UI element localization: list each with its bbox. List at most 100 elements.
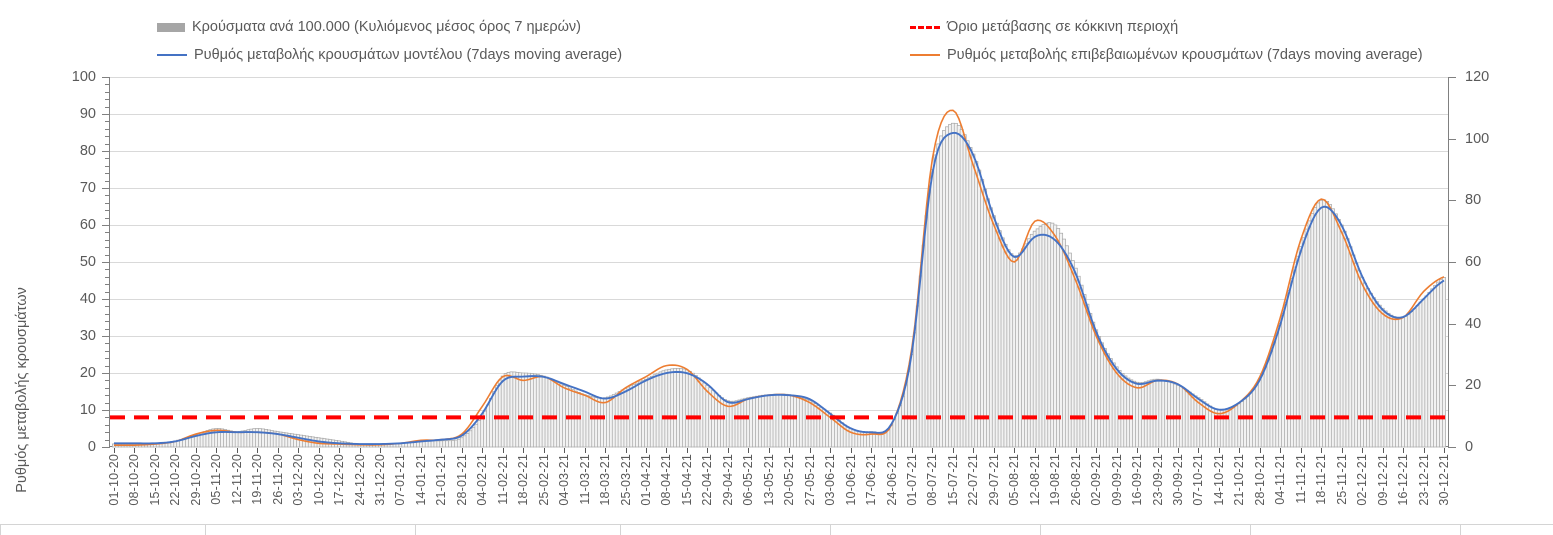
legend-item-model-rate[interactable]: Ρυθμός μεταβολής κρουσμάτων μοντέλου (7d…	[157, 48, 622, 63]
y-axis-tick-mark	[105, 128, 109, 130]
gridline	[110, 262, 1448, 263]
y-axis-tick-mark	[102, 299, 109, 300]
y-axis-tick-mark	[105, 239, 109, 241]
x-axis-tick-mark	[441, 448, 443, 453]
y-axis-tick-mark	[105, 350, 109, 352]
sheet-column-divider	[830, 524, 831, 535]
bar	[1442, 277, 1446, 448]
y-axis-left: 0 10 20 30 40 50 60 70 80 90 100	[0, 60, 110, 460]
gridline	[110, 114, 1448, 115]
x-axis-tick-label: 08-04-21	[659, 454, 674, 506]
x-axis-tick-mark	[871, 448, 873, 453]
x-axis-tick-mark	[830, 448, 832, 453]
y-axis-right-tick-label: 100	[1465, 130, 1490, 147]
x-axis-tick-label: 03-12-20	[291, 454, 306, 506]
x-axis-tick-label: 01-10-20	[107, 454, 121, 506]
x-axis-tick-mark	[850, 448, 852, 453]
y-axis-tick-mark	[105, 91, 109, 93]
x-axis-tick-label: 28-10-21	[1252, 454, 1267, 506]
y-axis-tick-mark	[105, 276, 109, 278]
x-axis-tick-label: 31-12-20	[373, 454, 387, 506]
y-axis-right-tick-mark	[1449, 138, 1456, 140]
x-axis-tick-mark	[1075, 448, 1077, 453]
x-axis-tick-mark	[891, 448, 893, 453]
gridline	[110, 151, 1448, 152]
line-icon	[910, 54, 940, 57]
y-axis-tick-mark	[105, 210, 109, 212]
x-axis-tick-mark	[298, 448, 300, 453]
y-axis-tick-mark	[105, 395, 109, 397]
y-axis-tick-label: 10	[79, 402, 96, 418]
y-axis-tick-label: 60	[79, 217, 96, 233]
gridline	[110, 373, 1448, 374]
x-axis-tick-label: 16-09-21	[1130, 454, 1145, 506]
legend-label: Κρούσματα ανά 100.000 (Κυλιόμενος μέσος …	[192, 19, 582, 35]
x-axis-tick-mark	[359, 448, 361, 453]
y-axis-right-tick-label: 40	[1465, 315, 1482, 332]
y-axis-tick-mark	[105, 343, 109, 345]
x-axis-tick-label: 01-04-21	[639, 454, 653, 506]
y-axis-tick-mark	[105, 306, 109, 308]
x-axis-tick-mark	[1157, 448, 1159, 453]
x-axis-tick-mark	[502, 448, 504, 453]
y-axis-tick-mark	[105, 269, 109, 271]
bar-swatch-icon	[157, 22, 185, 32]
legend-item-red-zone-threshold[interactable]: Όριο μετάβασης σε κόκκινη περιοχή	[910, 20, 1178, 35]
x-axis-tick-label: 18-03-21	[598, 454, 613, 506]
x-axis-tick-mark	[727, 448, 729, 453]
x-axis-tick-mark	[1423, 448, 1425, 453]
x-axis-tick-mark	[666, 448, 668, 453]
x-axis-tick-mark	[1300, 448, 1302, 453]
x-axis-tick-label: 05-11-20	[209, 454, 224, 505]
x-axis-tick-mark	[605, 448, 607, 453]
x-axis-tick-label: 11-11-21	[1293, 454, 1308, 504]
x-axis-tick-mark	[1362, 448, 1364, 453]
series-layer	[110, 109, 1448, 448]
x-axis-tick-label: 11-02-21	[495, 454, 510, 505]
y-axis-tick-label: 20	[79, 365, 96, 381]
y-axis-tick-mark	[105, 380, 109, 382]
x-axis-tick-label: 02-09-21	[1089, 454, 1104, 506]
x-axis-tick-mark	[809, 448, 811, 453]
x-axis-tick-label: 10-12-20	[311, 454, 326, 506]
x-axis-tick-label: 05-08-21	[1007, 454, 1022, 506]
x-axis-tick-label: 09-09-21	[1109, 454, 1124, 506]
x-axis-tick-mark	[277, 448, 279, 453]
x-axis-tick-label: 14-01-21	[413, 454, 428, 506]
x-axis-tick-label: 18-02-21	[516, 454, 531, 506]
plot-area	[110, 77, 1448, 448]
sheet-column-divider	[415, 524, 416, 535]
y-axis-tick-mark	[105, 247, 109, 249]
x-axis-tick-mark	[114, 448, 115, 453]
y-axis-tick-mark	[105, 424, 109, 426]
y-axis-tick-mark	[102, 225, 109, 226]
legend-label: Ρυθμός μεταβολής κρουσμάτων μοντέλου (7d…	[194, 47, 623, 63]
x-axis-tick-mark	[134, 448, 136, 453]
x-axis-tick-label: 07-01-21	[393, 454, 408, 506]
bar-series-cases	[112, 122, 1446, 448]
x-axis-tick-label: 29-10-20	[188, 454, 203, 506]
y-axis-tick-mark	[102, 373, 109, 374]
y-axis-right-tick-mark	[1449, 385, 1456, 387]
gridline	[110, 77, 1448, 78]
x-axis-tick-mark	[707, 448, 709, 453]
x-axis-tick-mark	[686, 448, 688, 453]
legend-item-confirmed-rate[interactable]: Ρυθμός μεταβολής επιβεβαιωμένων κρουσμάτ…	[910, 48, 1423, 63]
sheet-column-divider	[0, 524, 1, 535]
x-axis-tick-label: 22-07-21	[966, 454, 981, 506]
x-axis-tick-mark	[523, 448, 525, 453]
legend-item-cases-per-100k[interactable]: Κρούσματα ανά 100.000 (Κυλιόμενος μέσος …	[157, 20, 581, 35]
x-axis-tick-mark	[1239, 448, 1241, 453]
x-axis-tick-label: 24-12-20	[352, 454, 367, 506]
x-axis-tick-mark	[748, 448, 750, 453]
y-axis-tick-label: 80	[79, 143, 96, 159]
x-axis-tick-label: 27-05-21	[802, 454, 817, 506]
x-axis-tick-label: 12-08-21	[1027, 454, 1042, 506]
x-axis-tick-label: 04-11-21	[1273, 454, 1288, 505]
x-axis-tick-mark	[1341, 448, 1343, 453]
y-axis-right-tick-mark	[1449, 323, 1456, 325]
x-axis-tick-label: 26-11-20	[270, 454, 285, 505]
y-axis-tick-mark	[105, 121, 109, 123]
x-axis-tick-label: 30-09-21	[1171, 454, 1185, 506]
y-axis-tick-mark	[105, 432, 109, 434]
